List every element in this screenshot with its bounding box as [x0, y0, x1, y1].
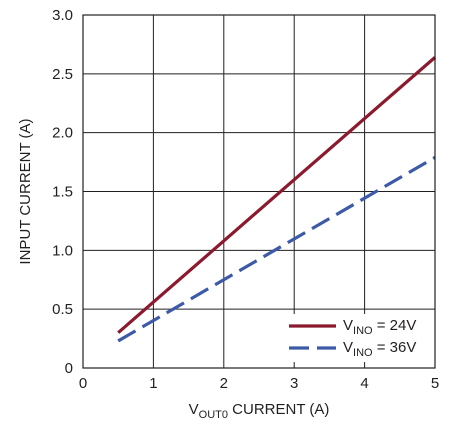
- legend-item-series-1: VINO = 24V: [289, 317, 416, 337]
- y-tick-label: 2.0: [52, 125, 73, 142]
- x-tick-label: 2: [220, 375, 228, 392]
- tick-labels: 0 1 2 3 4 5 0 0.5 1.0 1.5 2.0 2.5 3.0: [52, 7, 439, 392]
- y-tick-label: 0.5: [52, 301, 73, 318]
- y-tick-label: 1.0: [52, 242, 73, 259]
- y-tick-label: 2.5: [52, 66, 73, 83]
- x-axis-label: VOUT0 CURRENT (A): [189, 401, 330, 421]
- series-line-2: [117, 155, 436, 343]
- plot-frame: [82, 14, 436, 369]
- grid: [83, 15, 435, 368]
- x-tick-label: 4: [360, 375, 368, 392]
- legend: VINO = 24V VINO = 36V: [284, 314, 434, 362]
- x-axis-label-rest: CURRENT (A): [228, 401, 329, 418]
- x-tick-label: 5: [431, 375, 439, 392]
- y-tick-label: 3.0: [52, 7, 73, 24]
- x-tick-label: 0: [79, 375, 87, 392]
- y-tick-label: 1.5: [52, 184, 73, 201]
- legend-label-rest: = 24V: [373, 317, 417, 334]
- legend-label-subscript: INO: [353, 347, 373, 359]
- x-axis-label-main: V: [189, 401, 199, 418]
- legend-label-main: V: [343, 339, 353, 356]
- legend-label-series-1: VINO = 24V: [343, 317, 416, 337]
- y-tick-label: 0: [65, 360, 73, 377]
- legend-label-series-2: VINO = 36V: [343, 339, 416, 359]
- legend-label-main: V: [343, 317, 353, 334]
- x-tick-label: 1: [149, 375, 157, 392]
- legend-label-rest: = 36V: [373, 339, 417, 356]
- legend-background: [284, 314, 434, 362]
- series-lines: [117, 56, 437, 343]
- legend-item-series-2: VINO = 36V: [289, 339, 416, 359]
- x-axis-label-subscript: OUT0: [199, 409, 228, 421]
- x-tick-label: 3: [290, 375, 298, 392]
- legend-label-subscript: INO: [353, 325, 373, 337]
- series-line-1: [117, 56, 437, 334]
- y-axis-label: INPUT CURRENT (A): [17, 118, 34, 264]
